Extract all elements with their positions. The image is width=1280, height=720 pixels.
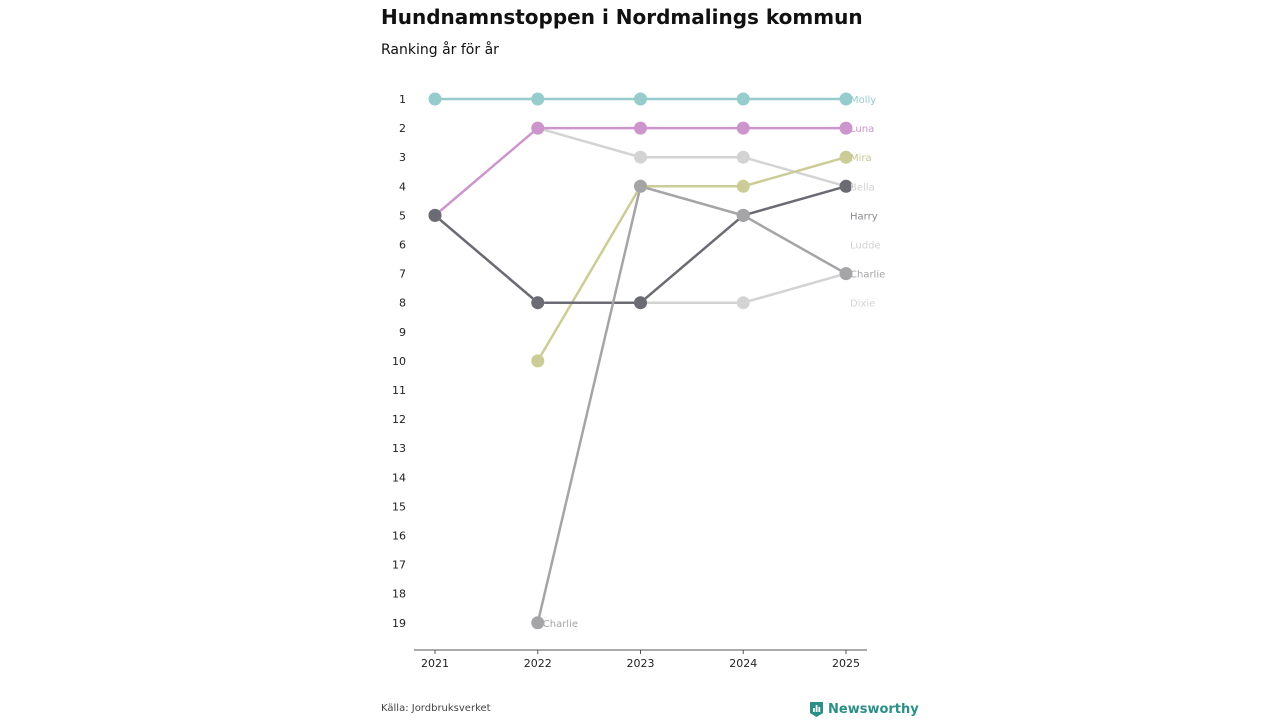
y-tick-label: 5 [399, 209, 406, 222]
x-tick-label: 2022 [524, 657, 552, 670]
series-line-bella [537, 126, 847, 188]
y-tick-label: 19 [392, 617, 406, 630]
data-point-mira[interactable] [839, 150, 853, 164]
series-line-harry [434, 185, 847, 304]
series-line-mira [536, 155, 847, 362]
end-label-mira: Mira [850, 153, 872, 164]
y-tick-label: 4 [399, 180, 406, 193]
x-tick-label: 2023 [627, 657, 655, 670]
data-point-mira[interactable] [736, 179, 750, 193]
y-tick-label: 6 [399, 239, 406, 252]
y-tick-label: 16 [392, 530, 406, 543]
data-point-molly[interactable] [839, 92, 853, 106]
chart-subtitle: Ranking år för år [381, 42, 499, 58]
source-note: Källa: Jordbruksverket [381, 703, 491, 714]
y-tick-label: 7 [399, 268, 406, 281]
y-tick-label: 12 [392, 413, 406, 426]
data-point-molly[interactable] [428, 92, 442, 106]
data-point-luna[interactable] [531, 121, 545, 135]
y-tick-label: 15 [392, 500, 406, 513]
y-tick-label: 10 [392, 355, 406, 368]
y-tick-label: 8 [399, 297, 406, 310]
data-point-bella[interactable] [634, 150, 647, 164]
chart-title: Hundnamnstoppen i Nordmalings kommun [381, 5, 863, 29]
end-label-harry: Harry [850, 211, 878, 222]
data-point-luna[interactable] [839, 121, 853, 135]
y-tick-label: 14 [392, 471, 406, 484]
x-tick-label: 2024 [729, 657, 757, 670]
y-tick-label: 17 [392, 559, 406, 572]
end-label-ludde: Ludde [850, 241, 881, 252]
brand-logo[interactable]: Newsworthy [809, 701, 919, 718]
series-points [428, 92, 853, 630]
data-point-charlie[interactable] [531, 616, 545, 630]
y-tick-label: 1 [399, 93, 406, 106]
x-tick-label: 2021 [421, 657, 449, 670]
data-point-bella[interactable] [736, 150, 750, 164]
data-point-ludde[interactable] [736, 296, 750, 310]
end-label-dixie: Dixie [850, 299, 875, 310]
series-line-ludde [434, 214, 847, 304]
y-tick-label: 2 [399, 122, 406, 135]
annotation-label: Charlie [543, 619, 578, 630]
brand-name: Newsworthy [828, 702, 919, 717]
y-tick-label: 13 [392, 442, 406, 455]
data-point-harry[interactable] [634, 296, 647, 310]
data-point-charlie[interactable] [839, 267, 853, 281]
data-point-luna[interactable] [634, 121, 647, 135]
y-tick-label: 3 [399, 151, 406, 164]
data-point-harry[interactable] [428, 208, 442, 222]
series-line-charlie [536, 185, 847, 624]
y-tick-label: 11 [392, 384, 406, 397]
data-point-molly[interactable] [531, 92, 545, 106]
data-point-molly[interactable] [736, 92, 750, 106]
data-point-luna[interactable] [736, 121, 750, 135]
y-tick-label: 18 [392, 588, 406, 601]
data-point-mira[interactable] [531, 354, 545, 368]
end-label-luna: Luna [850, 124, 874, 135]
series-line-luna [434, 126, 846, 217]
x-tick-label: 2025 [832, 657, 860, 670]
data-point-molly[interactable] [634, 92, 647, 106]
end-label-molly: Molly [850, 95, 876, 106]
data-point-harry[interactable] [531, 296, 545, 310]
bar-chart-icon [810, 702, 823, 717]
end-label-charlie: Charlie [850, 270, 885, 281]
data-point-charlie[interactable] [736, 208, 750, 222]
data-point-charlie[interactable] [634, 179, 647, 193]
data-point-harry[interactable] [839, 179, 853, 193]
end-label-bella: Bella [850, 182, 875, 193]
series-lines [434, 97, 847, 624]
y-tick-label: 9 [399, 326, 406, 339]
series-labels: Molly Luna Mira Bella Harry Ludde Charlie Dixie… [543, 95, 886, 630]
